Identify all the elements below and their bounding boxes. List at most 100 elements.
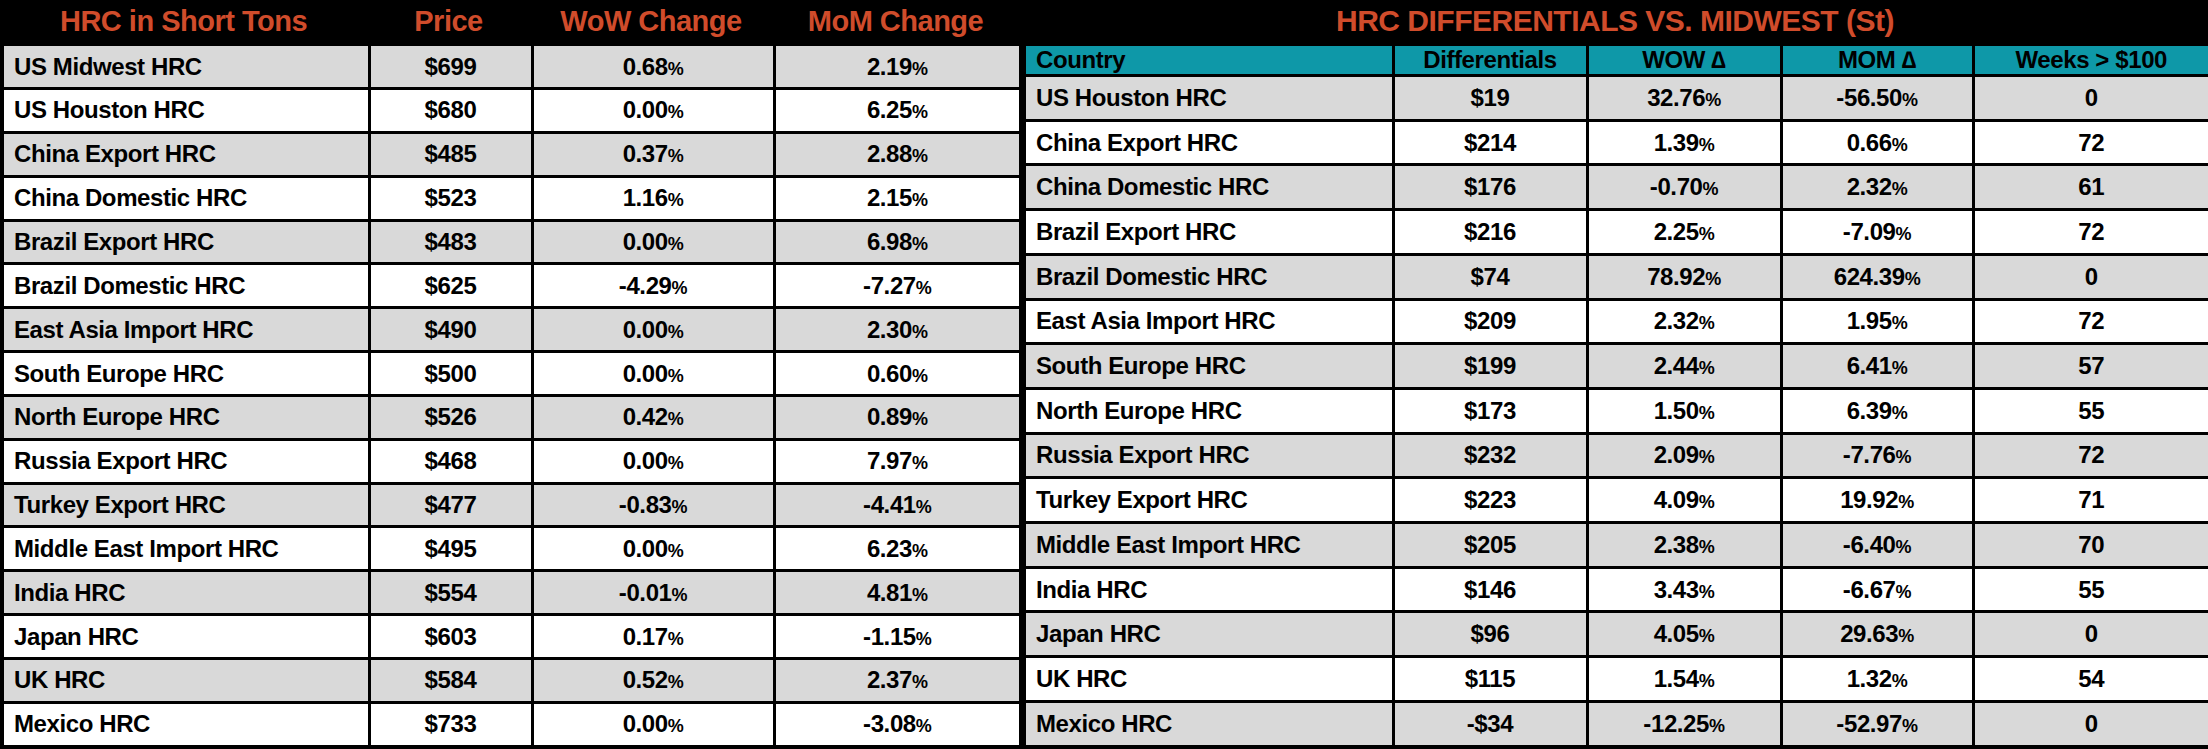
country-column-header: Country	[1024, 44, 1393, 76]
wow-change-cell: 0.00%	[532, 527, 774, 571]
wow-change-cell: 0.17%	[532, 615, 774, 659]
region-name-cell: China Domestic HRC	[2, 176, 369, 220]
wow-change-column-header: WoW Change	[530, 5, 772, 38]
hrc-prices-table: HRC in Short Tons Price WoW Change MoM C…	[0, 0, 1019, 749]
differential-table-row: Brazil Domestic HRC$7478.92%624.39%0	[1024, 254, 2208, 299]
price-table-row: US Midwest HRC$6990.68%2.19%	[2, 44, 1021, 89]
differential-table-row: India HRC$1463.43%-6.67%55	[1024, 567, 2208, 612]
wow-change-cell: 0.00%	[532, 352, 774, 396]
region-name-cell: Brazil Domestic HRC	[2, 264, 369, 308]
wow-delta-cell: 4.05%	[1587, 612, 1781, 657]
differential-cell: $173	[1393, 388, 1587, 433]
mom-change-cell: -7.27%	[774, 264, 1021, 308]
wow-delta-cell: 2.25%	[1587, 210, 1781, 255]
country-name-cell: Middle East Import HRC	[1024, 523, 1393, 568]
mom-delta-cell: -7.09%	[1781, 210, 1973, 255]
mom-change-cell: 2.37%	[774, 659, 1021, 703]
region-name-cell: UK HRC	[2, 659, 369, 703]
price-cell: $526	[369, 395, 532, 439]
weeks-over-100-cell: 71	[1973, 478, 2208, 523]
price-table-row: North Europe HRC$5260.42%0.89%	[2, 395, 1021, 439]
price-table-row: Russia Export HRC$4680.00%7.97%	[2, 439, 1021, 483]
region-name-cell: Mexico HRC	[2, 702, 369, 747]
mom-delta-cell: 2.32%	[1781, 165, 1973, 210]
differential-cell: $74	[1393, 254, 1587, 299]
differential-table-row: Mexico HRC-$34-12.25%-52.97%0	[1024, 701, 2208, 747]
region-name-cell: US Houston HRC	[2, 89, 369, 133]
right-table-header-band: HRC DIFFERENTIALS VS. MIDWEST (St)	[1022, 0, 2208, 42]
left-table-grid: US Midwest HRC$6990.68%2.19%US Houston H…	[0, 42, 1023, 749]
hrc-dashboard: HRC in Short Tons Price WoW Change MoM C…	[0, 0, 2208, 749]
wow-change-cell: 0.37%	[532, 132, 774, 176]
differential-cell: -$34	[1393, 701, 1587, 747]
country-name-cell: Mexico HRC	[1024, 701, 1393, 747]
price-table-row: Japan HRC$6030.17%-1.15%	[2, 615, 1021, 659]
region-name-cell: South Europe HRC	[2, 352, 369, 396]
wow-change-cell: 0.00%	[532, 439, 774, 483]
differential-cell: $214	[1393, 120, 1587, 165]
weeks-over-100-cell: 0	[1973, 701, 2208, 747]
wow-change-cell: -0.01%	[532, 571, 774, 615]
differential-table-row: Turkey Export HRC$2234.09%19.92%71	[1024, 478, 2208, 523]
weeks-over-100-cell: 70	[1973, 523, 2208, 568]
mom-delta-cell: -56.50%	[1781, 76, 1973, 121]
price-table-row: China Domestic HRC$5231.16%2.15%	[2, 176, 1021, 220]
differential-table-row: US Houston HRC$1932.76%-56.50%0	[1024, 76, 2208, 121]
price-cell: $554	[369, 571, 532, 615]
price-cell: $500	[369, 352, 532, 396]
weeks-over-100-cell: 55	[1973, 388, 2208, 433]
country-name-cell: North Europe HRC	[1024, 388, 1393, 433]
country-name-cell: Brazil Export HRC	[1024, 210, 1393, 255]
wow-delta-cell: 4.09%	[1587, 478, 1781, 523]
wow-change-cell: 0.00%	[532, 308, 774, 352]
differential-table-row: Russia Export HRC$2322.09%-7.76%72	[1024, 433, 2208, 478]
wow-change-cell: -4.29%	[532, 264, 774, 308]
country-name-cell: South Europe HRC	[1024, 344, 1393, 389]
differential-table-row: China Export HRC$2141.39%0.66%72	[1024, 120, 2208, 165]
mom-delta-cell: -7.76%	[1781, 433, 1973, 478]
differential-cell: $19	[1393, 76, 1587, 121]
price-cell: $625	[369, 264, 532, 308]
price-cell: $477	[369, 483, 532, 527]
weeks-over-100-cell: 61	[1973, 165, 2208, 210]
price-table-row: Middle East Import HRC$4950.00%6.23%	[2, 527, 1021, 571]
region-name-cell: US Midwest HRC	[2, 44, 369, 89]
country-name-cell: East Asia Import HRC	[1024, 299, 1393, 344]
wow-delta-cell: -0.70%	[1587, 165, 1781, 210]
mom-change-cell: 6.23%	[774, 527, 1021, 571]
price-cell: $584	[369, 659, 532, 703]
price-table-row: US Houston HRC$6800.00%6.25%	[2, 89, 1021, 133]
price-cell: $485	[369, 132, 532, 176]
right-table-title: HRC DIFFERENTIALS VS. MIDWEST (St)	[1022, 4, 2208, 38]
differential-table-row: Japan HRC$964.05%29.63%0	[1024, 612, 2208, 657]
mom-delta-cell: 19.92%	[1781, 478, 1973, 523]
mom-change-cell: 2.15%	[774, 176, 1021, 220]
price-table-row: East Asia Import HRC$4900.00%2.30%	[2, 308, 1021, 352]
mom-change-cell: 2.30%	[774, 308, 1021, 352]
wow-change-cell: 0.00%	[532, 702, 774, 747]
right-table-header-row: Country Differentials WOW ∆ MOM ∆ Weeks …	[1024, 44, 2208, 76]
differential-table-row: South Europe HRC$1992.44%6.41%57	[1024, 344, 2208, 389]
mom-change-cell: 4.81%	[774, 571, 1021, 615]
mom-change-column-header: MoM Change	[772, 5, 1019, 38]
wow-delta-cell: 1.50%	[1587, 388, 1781, 433]
wow-delta-cell: 1.54%	[1587, 657, 1781, 702]
wow-delta-cell: 2.32%	[1587, 299, 1781, 344]
price-cell: $483	[369, 220, 532, 264]
price-cell: $699	[369, 44, 532, 89]
differential-table-row: Middle East Import HRC$2052.38%-6.40%70	[1024, 523, 2208, 568]
country-name-cell: Russia Export HRC	[1024, 433, 1393, 478]
wow-change-cell: 0.52%	[532, 659, 774, 703]
weeks-over-100-cell: 54	[1973, 657, 2208, 702]
weeks-over-100-cell: 72	[1973, 299, 2208, 344]
differentials-column-header: Differentials	[1393, 44, 1587, 76]
country-name-cell: US Houston HRC	[1024, 76, 1393, 121]
differential-cell: $232	[1393, 433, 1587, 478]
country-name-cell: Brazil Domestic HRC	[1024, 254, 1393, 299]
wow-delta-cell: 2.38%	[1587, 523, 1781, 568]
differential-cell: $176	[1393, 165, 1587, 210]
price-table-row: Turkey Export HRC$477-0.83%-4.41%	[2, 483, 1021, 527]
weeks-over-100-cell: 57	[1973, 344, 2208, 389]
differential-cell: $199	[1393, 344, 1587, 389]
mom-change-cell: 6.25%	[774, 89, 1021, 133]
